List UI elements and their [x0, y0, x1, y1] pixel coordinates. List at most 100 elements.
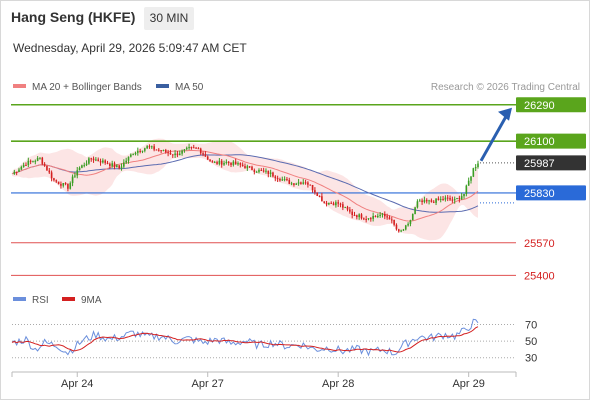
level-tag-25830: [516, 185, 586, 201]
candle-body: [83, 165, 86, 167]
candle-body: [302, 182, 305, 184]
candle-body: [370, 218, 372, 220]
legend-label-9ma: 9MA: [81, 295, 102, 306]
candle-body: [265, 170, 267, 172]
candle-body: [351, 211, 353, 215]
x-axis-ticks: Apr 24 Apr 27 Apr 28 Apr 29: [11, 372, 517, 390]
candle-body: [442, 198, 444, 200]
candle-body: [223, 163, 225, 165]
candle-body: [139, 150, 141, 152]
candle-body: [472, 168, 475, 177]
candle-body: [416, 201, 419, 208]
candle-body: [95, 159, 97, 161]
candle-body: [227, 161, 230, 163]
candle-body: [169, 152, 172, 155]
candle-body: [453, 198, 456, 201]
candle-body: [211, 161, 214, 163]
legend-swatch-9ma: [62, 297, 75, 301]
candle-body: [400, 230, 402, 232]
x-tick-label: Apr 28: [322, 378, 354, 390]
candle-body: [465, 185, 468, 195]
level-label-26100: 26100: [524, 136, 555, 148]
candle-body: [279, 179, 281, 181]
candle-body: [99, 161, 102, 163]
candle-body: [81, 165, 83, 168]
candle-body: [209, 159, 211, 162]
projection-arrow-shaft: [479, 114, 509, 162]
candle-body: [13, 171, 16, 174]
candle-body: [393, 219, 395, 225]
rsi-tick-70: 70: [525, 319, 537, 331]
candle-body: [321, 196, 323, 202]
candle-body: [311, 184, 314, 191]
candle-body: [402, 229, 405, 231]
level-label-25400: 25400: [524, 270, 555, 282]
candle-body: [288, 179, 291, 184]
candle-body: [46, 165, 48, 171]
candle-body: [67, 184, 69, 189]
candle-body: [451, 199, 454, 201]
candle-body: [363, 218, 365, 220]
candle-body: [395, 224, 398, 230]
candle-body: [325, 202, 328, 205]
candle-body: [407, 223, 409, 226]
candle-body: [74, 175, 76, 177]
candle-body: [346, 206, 349, 210]
candle-body: [157, 149, 160, 151]
candle-body: [206, 156, 209, 160]
level-label-25830: 25830: [524, 188, 555, 200]
candle-body: [57, 181, 60, 185]
candle-body: [134, 152, 137, 155]
level-tag-26100: [516, 133, 586, 149]
candle-body: [160, 150, 162, 152]
x-tick-label: Apr 24: [61, 378, 93, 390]
candle-body: [39, 157, 41, 159]
candle-body: [195, 147, 197, 149]
candle-body: [113, 163, 116, 168]
candle-body: [335, 202, 337, 206]
level-label-25570: 25570: [524, 238, 555, 250]
candle-body: [246, 166, 249, 169]
candle-body: [446, 197, 449, 199]
candle-body: [155, 149, 158, 151]
candle-body: [150, 146, 153, 148]
x-tick-label: Apr 29: [452, 378, 484, 390]
candle-body: [218, 160, 221, 164]
candle-body: [430, 200, 433, 202]
candle-body: [307, 182, 309, 185]
legend-swatch-ma50: [156, 84, 169, 88]
candle-body: [460, 196, 463, 200]
candle-body: [15, 171, 18, 173]
timeframe-badge[interactable]: 30 MIN: [144, 7, 194, 30]
candle-body: [22, 164, 25, 167]
candle-body: [197, 148, 200, 150]
candle-body: [349, 209, 351, 212]
candle-body: [123, 162, 125, 167]
candle-body: [213, 162, 216, 164]
candle-body: [360, 214, 363, 219]
candle-body: [185, 147, 188, 150]
candle-body: [125, 160, 127, 163]
candle-body: [262, 170, 265, 172]
candle-body: [379, 214, 381, 216]
candle-body: [32, 161, 34, 163]
candle-body: [418, 200, 421, 202]
candle-body: [27, 160, 30, 165]
candle-body: [477, 163, 479, 168]
candle-body: [309, 184, 312, 186]
candle-body: [230, 162, 232, 165]
moving-averages-layer: [11, 149, 479, 222]
candle-body: [358, 214, 360, 218]
candle-body: [437, 198, 440, 200]
candle-body: [414, 207, 416, 215]
candle-body: [48, 170, 51, 173]
candle-body: [290, 183, 293, 185]
ma20-line: [11, 149, 479, 222]
candle-body: [55, 180, 58, 182]
candle-body: [116, 165, 118, 168]
candle-body: [444, 197, 447, 200]
level-tag-26290: [516, 97, 586, 113]
candle-body: [69, 183, 72, 189]
candle-body: [76, 170, 79, 176]
